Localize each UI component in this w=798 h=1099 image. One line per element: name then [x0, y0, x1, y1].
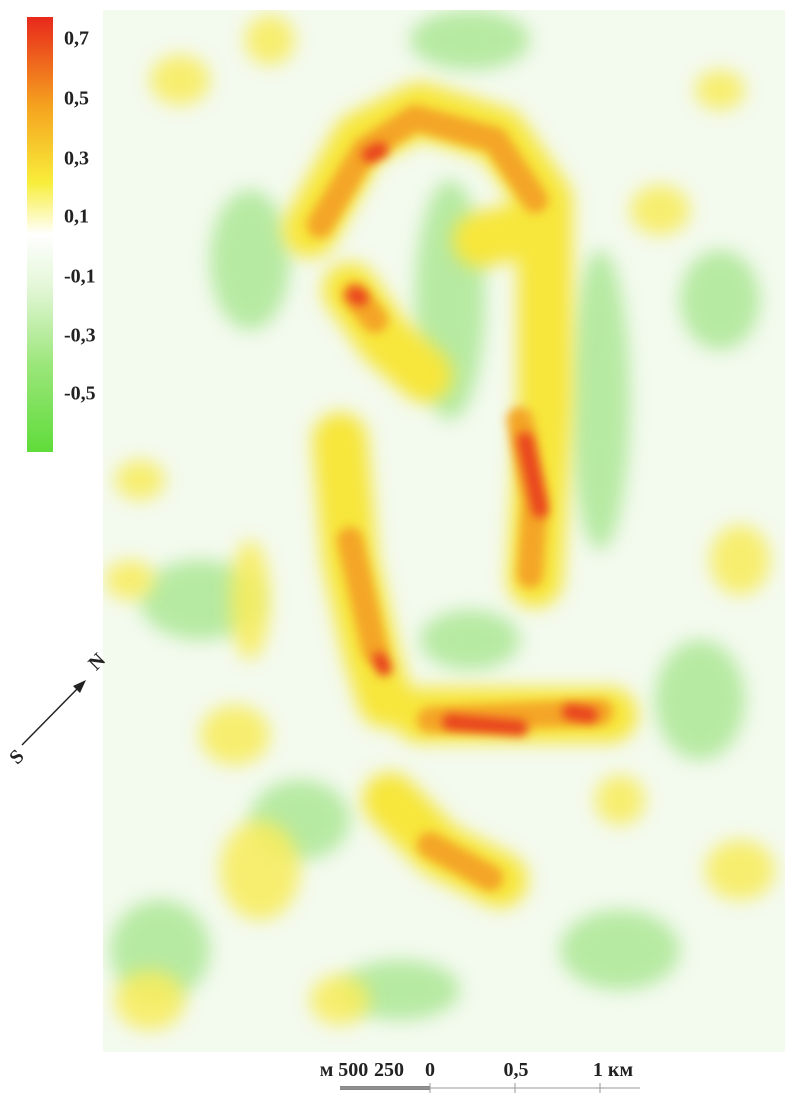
scale-label: 1 км [593, 1059, 633, 1081]
legend-label: -0,5 [64, 383, 96, 405]
scale-bar: м 500 250 0 0,5 1 км [320, 1059, 640, 1093]
scale-label: 250 [374, 1059, 404, 1081]
legend-label: 0,3 [64, 148, 89, 170]
south-label: S [5, 745, 28, 768]
compass: N S [5, 649, 110, 769]
legend-label: -0,1 [64, 266, 96, 288]
legend-label: 0,7 [64, 28, 89, 50]
legend-label: -0,3 [64, 325, 96, 347]
legend-label: 0,5 [64, 88, 89, 110]
scale-label: м 500 [320, 1059, 369, 1081]
legend-label: 0,1 [64, 206, 89, 228]
color-bar [27, 17, 53, 452]
scale-label: 0 [425, 1059, 435, 1081]
scale-label: 0,5 [504, 1059, 529, 1081]
anomaly-map [103, 10, 785, 1052]
